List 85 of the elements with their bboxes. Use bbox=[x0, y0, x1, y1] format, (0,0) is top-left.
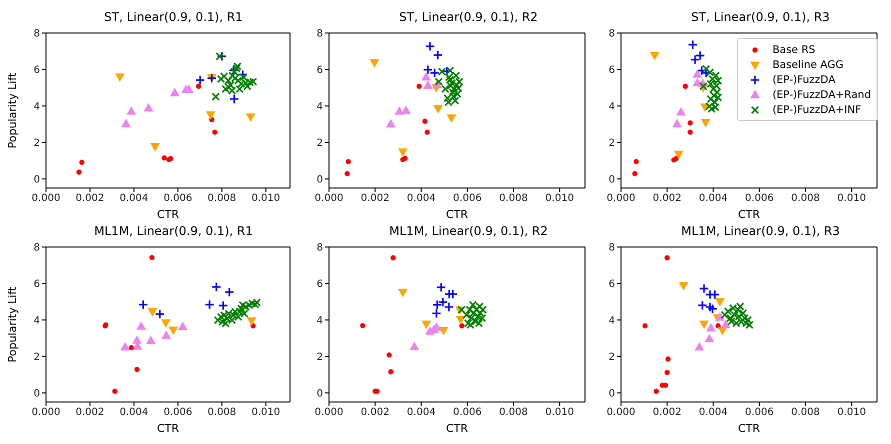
x-tick-label: 0.006 bbox=[453, 193, 482, 204]
x-tick-label: 0.006 bbox=[745, 407, 774, 418]
x-tick-label: 0.002 bbox=[652, 193, 682, 204]
x-tick-label: 0.006 bbox=[745, 193, 774, 204]
x-tick-label: 0.008 bbox=[791, 407, 820, 418]
y-tick-label: 6 bbox=[608, 279, 615, 290]
x-tick-label: 0.004 bbox=[698, 407, 728, 418]
y-tick-label: 0 bbox=[34, 174, 40, 186]
y-tick-label: 6 bbox=[608, 65, 615, 76]
x-axis-title: CTR bbox=[156, 208, 180, 221]
y-tick-label: 2 bbox=[34, 352, 40, 363]
y-axis-title: Popularity Lift bbox=[6, 72, 19, 148]
x-tick-label: 0.010 bbox=[545, 193, 574, 204]
y-tick-label: 6 bbox=[316, 279, 323, 290]
x-tick-label: 0.008 bbox=[499, 193, 528, 204]
chart-title: ML1M, Linear(0.9, 0.1), R2 bbox=[388, 223, 549, 240]
y-tick-label: 0 bbox=[608, 388, 615, 400]
y-tick-label: 4 bbox=[608, 101, 615, 112]
x-tick-label: 0.002 bbox=[76, 407, 104, 418]
y-tick-label: 4 bbox=[316, 101, 323, 112]
y-tick-label: 4 bbox=[34, 315, 40, 326]
x-tick-label: 0.004 bbox=[406, 407, 436, 418]
x-tick-label: 0.002 bbox=[360, 407, 390, 418]
y-tick-label: 2 bbox=[316, 138, 323, 149]
x-tick-label: 0.008 bbox=[208, 407, 236, 418]
y-tick-label: 8 bbox=[608, 242, 615, 254]
chart-title: ST, Linear(0.9, 0.1), R1 bbox=[103, 9, 244, 26]
x-tick-label: 0.010 bbox=[545, 407, 574, 418]
x-tick-label: 0.004 bbox=[406, 193, 436, 204]
x-tick-label: 0.004 bbox=[698, 193, 728, 204]
x-tick-label: 0.000 bbox=[314, 193, 344, 204]
x-tick-label: 0.000 bbox=[606, 193, 636, 204]
y-tick-label: 6 bbox=[34, 279, 40, 290]
x-tick-label: 0.004 bbox=[120, 193, 148, 204]
legend-label: (EP-)FuzzDA+Rand bbox=[772, 88, 871, 100]
x-axis-title: CTR bbox=[738, 208, 760, 221]
x-tick-label: 0.010 bbox=[837, 407, 866, 418]
chart-title: ML1M, Linear(0.9, 0.1), R3 bbox=[680, 223, 841, 240]
y-tick-label: 8 bbox=[34, 242, 40, 254]
legend-label: (EP-)FuzzDA+INF bbox=[772, 104, 862, 116]
x-tick-label: 0.010 bbox=[837, 193, 866, 204]
x-axis-title: CTR bbox=[738, 422, 760, 435]
y-axis-title: Popularity Lift bbox=[6, 286, 19, 362]
x-tick-label: 0.000 bbox=[32, 193, 60, 204]
x-axis-title: CTR bbox=[446, 422, 468, 435]
legend-label: Base RS bbox=[772, 44, 816, 56]
x-tick-label: 0.000 bbox=[606, 407, 636, 418]
legend-label: (EP-)FuzzDA bbox=[772, 74, 836, 86]
chart-title: ST, Linear(0.9, 0.1), R2 bbox=[398, 9, 539, 26]
x-tick-label: 0.000 bbox=[314, 407, 344, 418]
y-tick-label: 2 bbox=[34, 138, 40, 149]
x-tick-label: 0.002 bbox=[76, 193, 104, 204]
x-tick-label: 0.006 bbox=[453, 407, 482, 418]
legend-label: Baseline AGG bbox=[772, 58, 844, 70]
y-tick-label: 4 bbox=[316, 315, 323, 326]
x-tick-label: 0.000 bbox=[32, 407, 60, 418]
x-tick-label: 0.010 bbox=[252, 193, 280, 204]
y-tick-label: 8 bbox=[316, 242, 323, 254]
x-tick-label: 0.002 bbox=[652, 407, 682, 418]
y-tick-label: 8 bbox=[316, 28, 323, 40]
y-tick-label: 2 bbox=[608, 352, 615, 363]
x-tick-label: 0.008 bbox=[208, 193, 236, 204]
y-tick-label: 6 bbox=[316, 65, 323, 76]
y-tick-label: 0 bbox=[316, 174, 323, 186]
y-tick-label: 8 bbox=[34, 28, 40, 40]
y-tick-label: 6 bbox=[34, 65, 40, 76]
y-tick-label: 2 bbox=[608, 138, 615, 149]
x-tick-label: 0.006 bbox=[164, 193, 192, 204]
y-tick-label: 4 bbox=[34, 101, 40, 112]
y-tick-label: 0 bbox=[316, 388, 323, 400]
x-tick-label: 0.008 bbox=[791, 193, 820, 204]
x-tick-label: 0.010 bbox=[252, 407, 280, 418]
x-tick-label: 0.004 bbox=[120, 407, 148, 418]
y-tick-label: 8 bbox=[608, 28, 615, 40]
x-tick-label: 0.006 bbox=[164, 407, 192, 418]
x-tick-label: 0.008 bbox=[499, 407, 528, 418]
chart-title: ST, Linear(0.9, 0.1), R3 bbox=[690, 9, 831, 26]
y-tick-label: 0 bbox=[608, 174, 615, 186]
y-tick-label: 4 bbox=[608, 315, 615, 326]
x-axis-title: CTR bbox=[446, 208, 468, 221]
x-tick-label: 0.002 bbox=[360, 193, 390, 204]
chart-title: ML1M, Linear(0.9, 0.1), R1 bbox=[93, 223, 254, 240]
x-axis-title: CTR bbox=[156, 422, 180, 435]
y-tick-label: 2 bbox=[316, 352, 323, 363]
y-tick-label: 0 bbox=[34, 388, 40, 400]
